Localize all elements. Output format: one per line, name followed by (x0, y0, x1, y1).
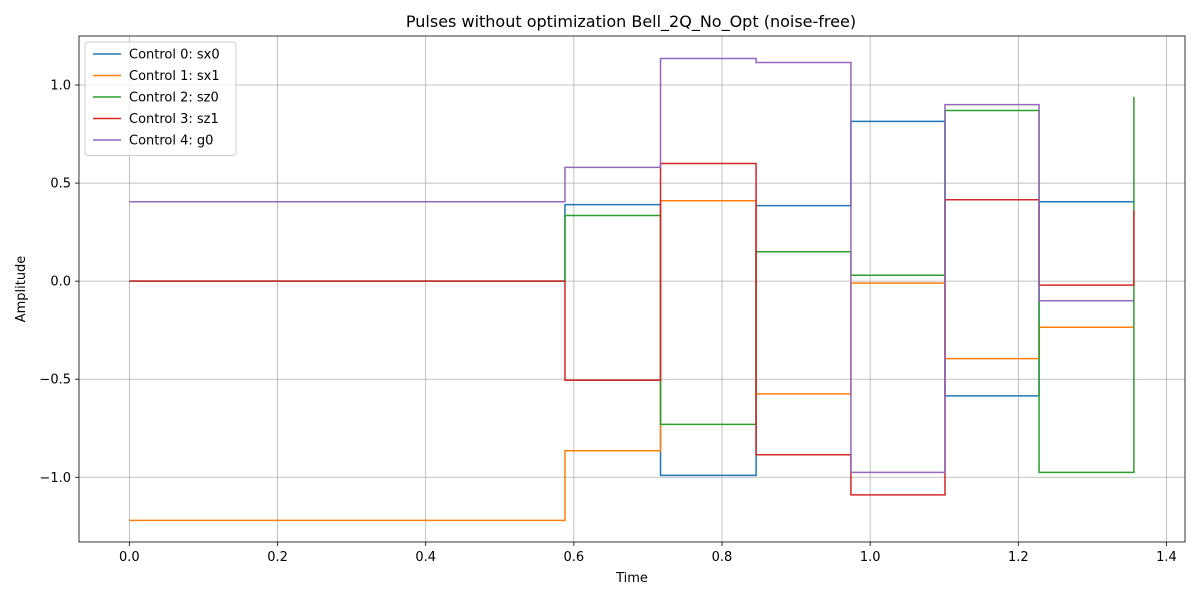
legend-entry: Control 3: sz1 (93, 112, 219, 127)
legend-label: Control 4: g0 (129, 134, 213, 149)
legend-entry: Control 4: g0 (93, 134, 213, 149)
plot-frame (78, 35, 1186, 543)
x-tick-label: 0.8 (712, 550, 733, 565)
legend: Control 0: sx0 Control 1: sx1 Control 2: s… (84, 41, 237, 156)
legend-label: Control 1: sx1 (129, 69, 220, 84)
series-layer (129, 57, 1135, 522)
y-axis-label: Amplitude (14, 256, 29, 323)
legend-entry: Control 2: sz0 (93, 91, 219, 106)
x-tick-label: 1.2 (1008, 550, 1029, 565)
grid-layer (79, 36, 1185, 542)
tick-layer: 0.0 0.2 0.4 0.6 0.8 1.0 1.2 1.4 −1.0 −0.5 0.0 0.5 1.… (39, 79, 1176, 565)
series-line-1 (129, 199, 1134, 522)
legend-box (84, 41, 237, 156)
y-tick-label: 1.0 (50, 79, 71, 94)
x-tick-label: 1.4 (1156, 550, 1177, 565)
legend-label: Control 0: sx0 (129, 48, 220, 63)
y-tick-label: −0.5 (39, 373, 71, 388)
series-line-2 (129, 96, 1135, 474)
series-line-0 (129, 120, 1134, 477)
legend-label: Control 2: sz0 (129, 91, 219, 106)
x-tick-label: 0.0 (119, 550, 140, 565)
x-axis-label: Time (615, 571, 648, 586)
series-line-3 (129, 162, 1135, 496)
legend-entry: Control 1: sx1 (93, 69, 220, 84)
legend-entry: Control 0: sx0 (93, 48, 220, 63)
x-tick-label: 0.6 (564, 550, 585, 565)
y-tick-label: 0.5 (50, 177, 71, 192)
x-tick-label: 0.4 (415, 550, 436, 565)
chart-title: Pulses without optimization Bell_2Q_No_O… (406, 12, 856, 32)
y-tick-label: −1.0 (39, 471, 71, 486)
legend-label: Control 3: sz1 (129, 112, 219, 127)
x-tick-label: 0.2 (267, 550, 288, 565)
x-tick-label: 1.0 (860, 550, 881, 565)
y-tick-label: 0.0 (50, 275, 71, 290)
series-line-4 (129, 57, 1134, 474)
